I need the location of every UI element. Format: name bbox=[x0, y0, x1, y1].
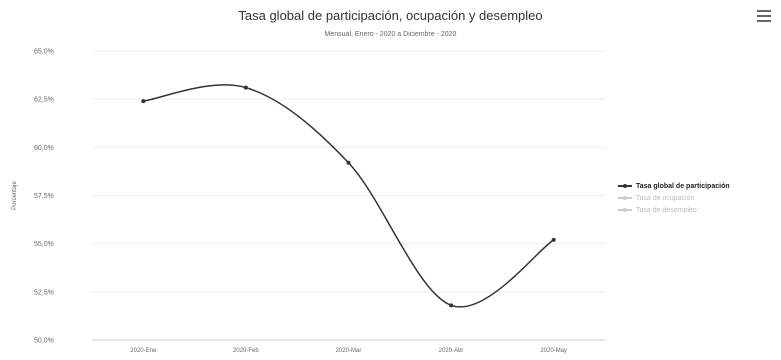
y-tick-label: 62,5% bbox=[34, 97, 54, 104]
y-tick-label: 60,0% bbox=[34, 145, 54, 152]
x-tick-label: 2020-Abr bbox=[439, 348, 464, 354]
data-point bbox=[449, 303, 454, 308]
y-axis-title: Porcentaje bbox=[12, 180, 18, 209]
chart-subtitle: Mensual, Enero - 2020 a Diciembre - 2020 bbox=[324, 31, 457, 38]
y-tick-label: 52,5% bbox=[34, 289, 54, 296]
chart-legend: Tasa global de participación Tasa de ocu… bbox=[618, 180, 778, 216]
legend-item-ocupacion[interactable]: Tasa de ocupación bbox=[618, 192, 778, 204]
legend-line-icon bbox=[618, 194, 632, 202]
x-tick-label: 2020-Mar bbox=[336, 348, 362, 354]
x-tick-label: 2020-May bbox=[540, 348, 567, 354]
chart-title: Tasa global de participación, ocupación … bbox=[238, 8, 543, 23]
legend-line-icon bbox=[618, 182, 632, 190]
y-tick-label: 50,0% bbox=[34, 338, 54, 345]
legend-line-icon bbox=[618, 206, 632, 214]
legend-label: Tasa de desempleo bbox=[636, 206, 697, 214]
legend-item-desempleo[interactable]: Tasa de desempleo bbox=[618, 204, 778, 216]
legend-label: Tasa global de participación bbox=[636, 182, 730, 190]
data-point bbox=[141, 99, 146, 104]
y-tick-label: 55,0% bbox=[34, 241, 54, 248]
legend-item-participacion[interactable]: Tasa global de participación bbox=[618, 180, 778, 192]
hamburger-menu-icon[interactable] bbox=[757, 10, 771, 22]
y-tick-label: 57,5% bbox=[34, 193, 54, 200]
legend-label: Tasa de ocupación bbox=[636, 194, 695, 202]
series-line bbox=[143, 84, 555, 308]
x-tick-label: 2020-Feb bbox=[233, 348, 259, 354]
x-tick-label: 2020-Ene bbox=[130, 348, 157, 354]
data-point bbox=[243, 85, 248, 90]
data-point bbox=[346, 160, 351, 165]
y-tick-label: 65,0% bbox=[34, 49, 54, 56]
data-point bbox=[551, 237, 556, 242]
